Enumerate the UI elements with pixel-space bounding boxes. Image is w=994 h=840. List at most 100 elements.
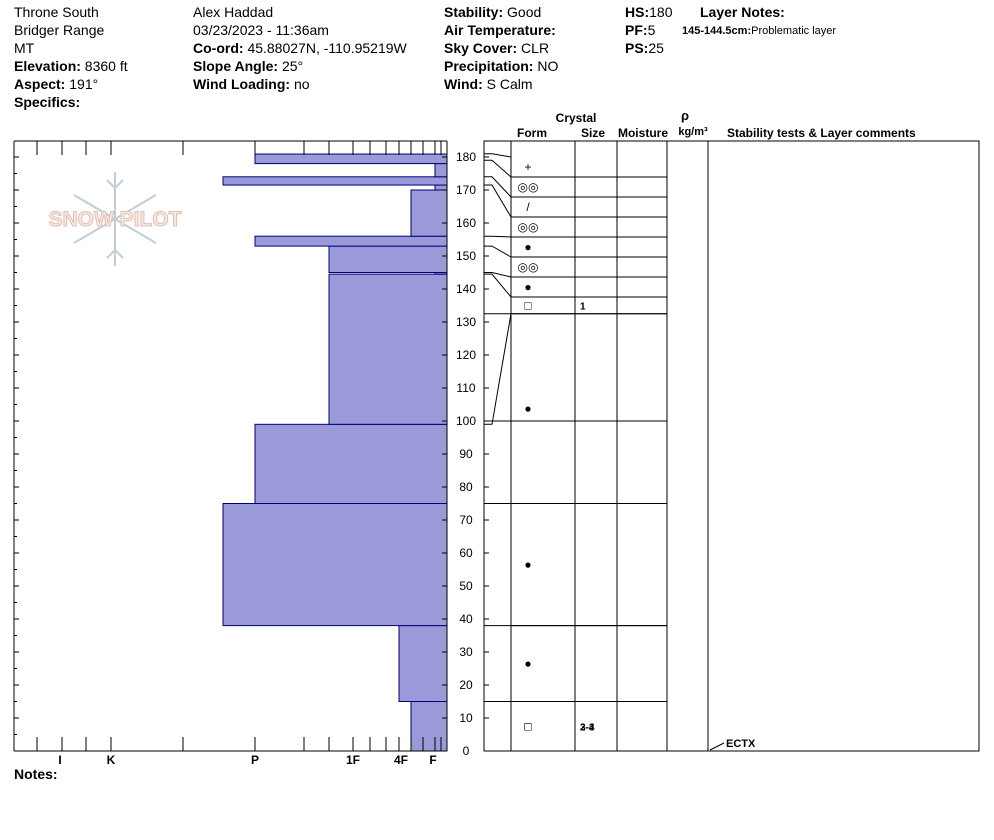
wind-loading-field: Wind Loading: no (193, 76, 310, 92)
height-tick-label: 80 (459, 480, 473, 494)
hardness-bar (254, 235, 448, 247)
location-line-1: Throne South (14, 4, 99, 20)
height-tick-label: 0 (463, 744, 470, 758)
location-line-3: MT (14, 40, 35, 56)
hardness-bar (434, 184, 448, 191)
observer-block: Alex Haddad 03/23/2023 - 11:36am Co-ord:… (193, 3, 407, 93)
column-headers: Crystal Form Size Moisture ρ kg/m³ Stability t… (517, 108, 916, 140)
hardness-bar (410, 701, 448, 752)
crystal-form-symbol: ◎◎ (518, 220, 539, 234)
crystal-form-symbol: □ (524, 719, 531, 733)
hardness-scale-label: 4F (394, 753, 408, 767)
layer-connector (484, 313, 512, 425)
hardness-bar (398, 625, 448, 702)
height-tick-label: 170 (456, 183, 476, 197)
crystal-size-label: 3-4 (580, 722, 595, 733)
location-line-2: Bridger Range (14, 22, 105, 38)
height-tick-label: 90 (459, 447, 473, 461)
crystal-form-symbol: ● (524, 402, 531, 416)
hardness-scale-label: P (251, 753, 259, 767)
stability-field: Stability: Good (444, 4, 542, 20)
stability-test-label: ECTX (726, 738, 756, 750)
crystal-size-label: 1 (580, 301, 586, 312)
layer-connector (484, 159, 512, 178)
layer-connector (484, 235, 512, 238)
stability-test-pointer (709, 742, 725, 751)
watermark-text: SNOW PILOT (49, 208, 182, 231)
height-tick-label: 100 (456, 414, 476, 428)
hardness-bars (222, 153, 448, 752)
height-tick-label: 10 (459, 711, 473, 725)
pf-field: PF:5 (625, 22, 656, 38)
crystal-form-symbol: ● (524, 657, 531, 671)
height-tick-label: 180 (456, 150, 476, 164)
hardness-bar (222, 176, 448, 186)
hardness-bar (410, 189, 448, 237)
notes-label: Notes: (14, 766, 58, 782)
density-unit-header: kg/m³ (678, 126, 708, 138)
air-temperature-field: Air Temperature: (444, 22, 556, 38)
aspect-field: Aspect: 191° (14, 76, 99, 92)
height-tick-label: 160 (456, 216, 476, 230)
layer-connector (484, 245, 512, 258)
snowpilot-logo: SNOW PILOT (48, 172, 182, 266)
height-tick-label: 110 (456, 381, 475, 395)
hardness-bar (328, 273, 448, 425)
hardness-scale-label: I (58, 753, 61, 767)
crystal-form-symbol: □ (524, 719, 531, 733)
crystal-form-symbol: ● (524, 558, 531, 572)
sky-cover-field: Sky Cover: CLR (444, 40, 550, 56)
hardness-bar (434, 163, 448, 178)
specifics-field: Specifics: (14, 94, 81, 110)
height-tick-label: 120 (456, 348, 476, 362)
wind-field: Wind: S Calm (444, 76, 533, 92)
hardness-bar (254, 423, 448, 504)
size-header: Size (581, 126, 605, 140)
moisture-header: Moisture (618, 126, 668, 140)
hardness-bar (254, 153, 448, 165)
snowflake-icon (73, 172, 157, 266)
crystal-form-symbol: + (524, 160, 531, 174)
density-symbol-header: ρ (681, 108, 689, 123)
crystal-size-label: 2-3 (580, 722, 595, 733)
observation-datetime: 03/23/2023 - 11:36am (193, 22, 329, 38)
crystal-form-symbol: ◎◎ (518, 180, 539, 194)
elevation-field: Elevation: 8360 ft (14, 58, 128, 74)
height-tick-label: 20 (459, 678, 473, 692)
layer-connector (484, 176, 512, 198)
ps-field: PS:25 (625, 40, 664, 56)
height-tick-label: 150 (456, 249, 476, 263)
crystal-form-symbol: / (526, 200, 530, 214)
layer-notes-title: Layer Notes: (700, 4, 785, 20)
height-tick-label: 140 (456, 282, 476, 296)
layer-note-entry: 145-144.5cm:Problematic layer (682, 25, 837, 37)
hardness-bar (222, 503, 448, 627)
hardness-scale-label: K (107, 753, 116, 767)
snowpack-block: HS:180 PF:5 PS:25 (625, 3, 672, 57)
precipitation-field: Precipitation: NO (444, 58, 559, 74)
layer-connector (484, 184, 512, 218)
hardness-scale-label: F (429, 753, 436, 767)
hs-field: HS:180 (625, 4, 673, 20)
crystal-form-symbol: ● (524, 240, 531, 254)
observer-name: Alex Haddad (193, 4, 274, 20)
crystal-form-symbol: □ (524, 298, 531, 312)
comments-header: Stability tests & Layer comments (727, 126, 916, 140)
crystal-header: Crystal (556, 111, 597, 125)
layer-table-frame (483, 140, 980, 752)
layer-connector (484, 272, 512, 278)
hardness-scale-label: 1F (346, 753, 360, 767)
height-tick-label: 40 (459, 612, 473, 626)
hardness-axes: 0 10 20 30 40 50 60 70 80 90 100 110 120 130 140 150 160… (13, 140, 476, 767)
form-header: Form (517, 126, 547, 140)
height-tick-label: 130 (456, 315, 476, 329)
height-tick-label: 50 (459, 579, 473, 593)
slope-angle-field: Slope Angle: 25° (193, 58, 304, 74)
hardness-bar (328, 245, 448, 274)
height-tick-label: 70 (459, 513, 473, 527)
height-tick-label: 30 (459, 645, 473, 659)
location-block: Throne South Bridger Range MT Elevation:… (14, 3, 128, 111)
crystal-form-symbol: ● (524, 280, 531, 294)
